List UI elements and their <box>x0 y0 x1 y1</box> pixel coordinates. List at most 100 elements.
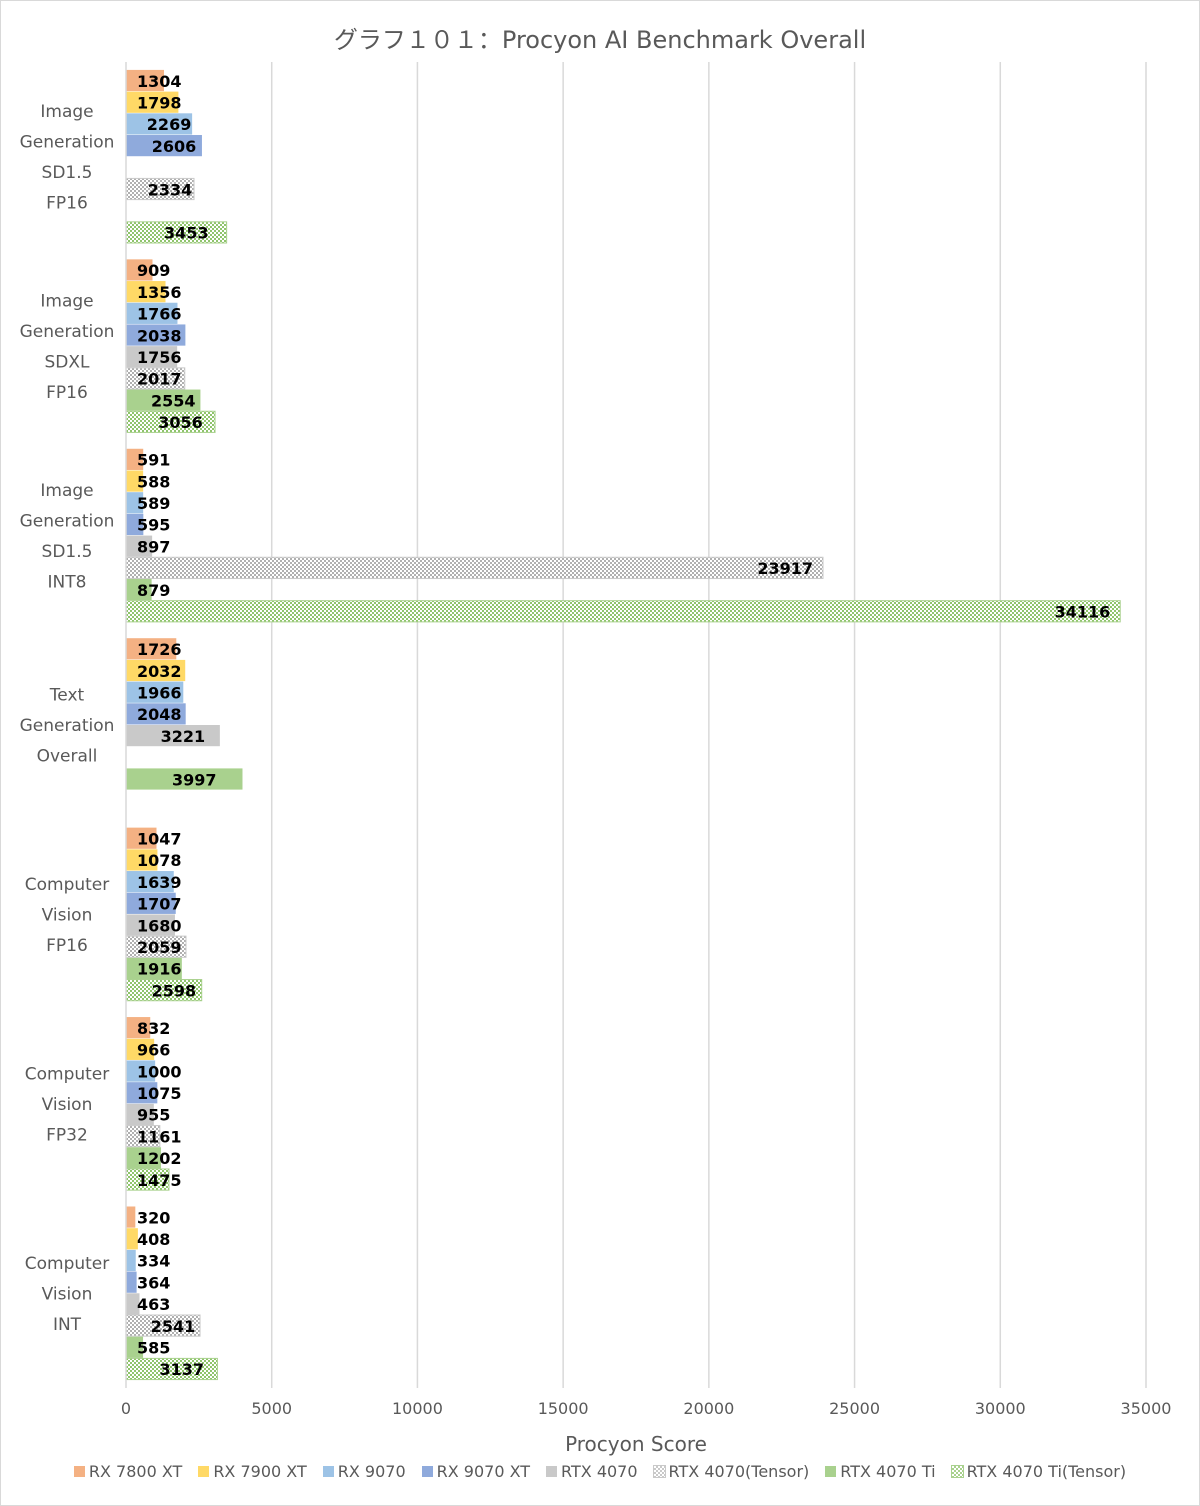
bar <box>126 91 179 113</box>
data-label: 1680 <box>137 916 182 935</box>
data-label: 585 <box>137 1339 170 1358</box>
legend-swatch <box>546 1466 558 1477</box>
data-label: 1726 <box>137 640 182 659</box>
bar <box>126 259 153 281</box>
x-tick-label: 25000 <box>829 1399 880 1418</box>
bar <box>126 492 144 514</box>
data-label: 2017 <box>137 370 182 389</box>
x-tick-label: 20000 <box>683 1399 734 1418</box>
category-label: Vision <box>42 1095 93 1115</box>
category-label: Generation <box>20 716 115 736</box>
bar <box>126 513 144 536</box>
category-label: INT8 <box>48 572 87 592</box>
data-label: 3221 <box>161 727 206 746</box>
bar <box>126 113 193 135</box>
legend-swatch <box>73 1466 85 1477</box>
x-tick-label: 5000 <box>251 1399 292 1418</box>
legend-label: RX 7800 XT <box>88 1462 183 1481</box>
category-label: Image <box>40 291 93 311</box>
bar <box>126 659 186 682</box>
bar <box>126 69 165 92</box>
bar <box>126 135 202 157</box>
bar <box>126 914 175 936</box>
bar <box>126 324 186 346</box>
category-label: Computer <box>25 875 110 895</box>
data-label: 2038 <box>137 326 182 345</box>
category-label: SD1.5 <box>42 542 93 562</box>
category-label: Vision <box>42 905 93 925</box>
data-label: 832 <box>137 1019 170 1038</box>
data-label: 408 <box>137 1230 170 1249</box>
category-label: Computer <box>25 1064 110 1084</box>
data-label: 589 <box>137 494 170 513</box>
data-label: 2554 <box>151 391 196 410</box>
legend-item: RX 9070 <box>322 1462 406 1481</box>
category-label: SD1.5 <box>42 163 93 183</box>
data-label: 334 <box>137 1252 170 1271</box>
data-label: 3137 <box>159 1360 204 1379</box>
legend-item: RTX 4070(Tensor) <box>652 1462 809 1481</box>
legend-swatch <box>421 1466 433 1477</box>
legend-swatch <box>950 1465 964 1478</box>
bar <box>126 827 157 849</box>
legend-label: RX 9070 <box>337 1462 406 1481</box>
legend-label: RTX 4070 <box>561 1462 638 1481</box>
bar <box>126 389 201 411</box>
legend-swatch <box>198 1466 210 1477</box>
data-label: 1000 <box>137 1062 182 1081</box>
data-label: 2269 <box>147 115 192 134</box>
bar <box>126 892 176 914</box>
data-label: 2598 <box>152 981 197 1000</box>
legend-item: RTX 4070 Ti <box>825 1462 936 1481</box>
category-label: FP16 <box>46 383 88 403</box>
data-label: 1161 <box>137 1127 182 1146</box>
bar <box>126 1082 158 1104</box>
data-label: 2334 <box>148 180 193 199</box>
category-label: Generation <box>20 511 115 531</box>
legend-item: RTX 4070 <box>546 1462 638 1481</box>
bar <box>126 703 186 725</box>
category-label: Computer <box>25 1254 110 1274</box>
category-label: INT <box>53 1315 82 1335</box>
data-label: 1078 <box>137 851 182 870</box>
category-label: FP32 <box>46 1125 88 1145</box>
bar <box>126 957 182 980</box>
bar <box>126 849 158 871</box>
data-label: 966 <box>137 1041 170 1060</box>
bar <box>125 600 1121 623</box>
bar <box>126 1206 136 1228</box>
category-label: Text <box>49 686 85 706</box>
data-label: 2541 <box>151 1317 196 1336</box>
data-label: 1047 <box>137 829 182 848</box>
category-label: Image <box>40 481 93 501</box>
data-label: 364 <box>137 1273 170 1292</box>
data-label: 1202 <box>137 1149 182 1168</box>
data-label: 879 <box>137 581 170 600</box>
bar <box>126 535 153 557</box>
bar <box>126 1017 151 1039</box>
chart-title: グラフ１０１：Procyon AI Benchmark Overall <box>333 26 867 54</box>
legend-label: RTX 4070 Ti(Tensor) <box>966 1462 1127 1481</box>
bar <box>126 768 243 790</box>
category-label: Vision <box>42 1284 93 1304</box>
data-label: 3997 <box>172 770 217 789</box>
data-label: 588 <box>137 472 170 491</box>
data-label: 2048 <box>137 705 182 724</box>
category-label: FP16 <box>46 193 88 213</box>
bar <box>126 346 178 368</box>
bar <box>126 725 220 747</box>
data-label: 1916 <box>137 960 182 979</box>
legend-label: RTX 4070 Ti <box>840 1462 936 1481</box>
data-label: 23917 <box>757 559 813 578</box>
data-label: 1707 <box>137 895 182 914</box>
x-tick-label: 35000 <box>1121 1399 1172 1418</box>
legend: RX 7800 XT RX 7900 XT RX 9070 RX 9070 XT RTX… <box>0 1462 1200 1481</box>
category-label: FP16 <box>46 936 88 956</box>
data-label: 2032 <box>137 662 182 681</box>
bar <box>126 1103 154 1126</box>
data-label: 320 <box>137 1208 170 1227</box>
data-label: 1766 <box>137 305 182 324</box>
bar <box>126 681 184 703</box>
data-label: 2606 <box>152 137 197 156</box>
legend-item: RX 7800 XT <box>73 1462 183 1481</box>
